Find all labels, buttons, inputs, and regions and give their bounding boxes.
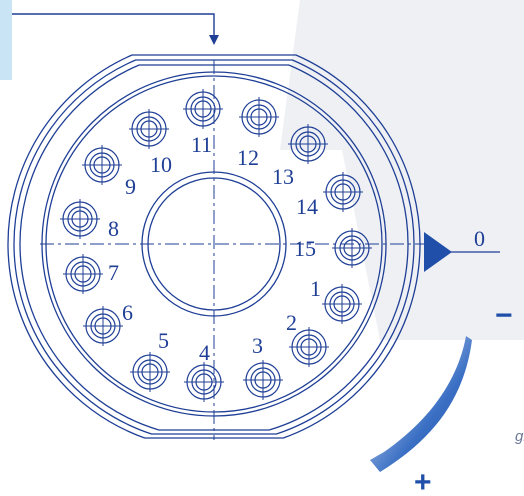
station-9: 9	[82, 145, 136, 199]
rotation-arc-arrow-icon	[370, 336, 472, 472]
station-number: 10	[150, 152, 172, 177]
station-1: 1	[310, 276, 362, 324]
station-3: 3	[243, 333, 283, 400]
station-5: 5	[130, 328, 170, 392]
station-12: 12	[237, 97, 279, 170]
station-number: 8	[108, 216, 119, 241]
minus-sign: −	[495, 299, 513, 332]
plus-sign: +	[414, 466, 432, 496]
caption-text: giro	[515, 428, 524, 445]
station-number: 12	[237, 145, 259, 170]
station-number: 2	[286, 310, 297, 335]
zero-label: 0	[474, 226, 485, 251]
station-8: 8	[60, 199, 119, 241]
station-number: 3	[252, 333, 263, 358]
station-number: 7	[108, 260, 119, 285]
background-shape	[280, 0, 524, 150]
station-number: 14	[296, 194, 318, 219]
leader-arrow-icon	[209, 35, 219, 45]
station-4: 4	[184, 340, 224, 402]
station-2: 2	[286, 310, 329, 367]
station-number: 6	[122, 300, 133, 325]
station-10: 10	[129, 109, 172, 177]
station-number: 11	[191, 132, 212, 157]
station-number: 13	[272, 164, 294, 189]
leader-line	[12, 14, 214, 36]
station-number: 15	[294, 236, 316, 261]
station-number: 1	[310, 276, 321, 301]
station-number: 9	[125, 174, 136, 199]
station-11: 11	[183, 89, 223, 157]
station-7: 7	[63, 254, 119, 294]
station-number: 5	[158, 328, 169, 353]
info-panel	[0, 0, 12, 80]
station-6: 6	[83, 300, 133, 346]
station-number: 4	[199, 340, 210, 365]
